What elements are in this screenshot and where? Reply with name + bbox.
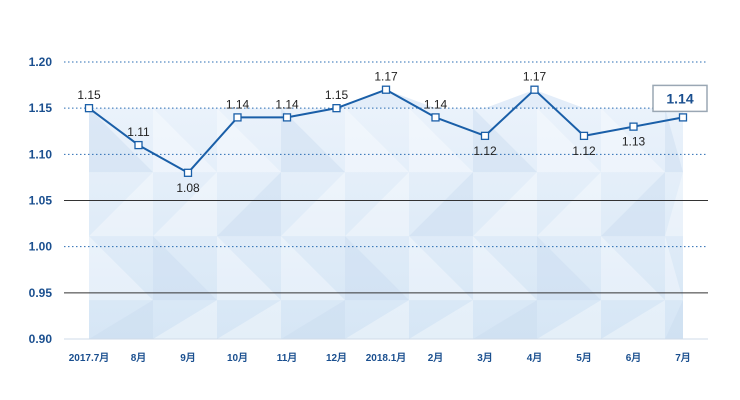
data-label: 1.17 xyxy=(374,70,398,84)
x-tick-label: 5月 xyxy=(576,352,592,364)
x-tick-label: 2月 xyxy=(428,352,444,364)
background-triangle xyxy=(537,172,601,237)
x-tick-label: 2018.1月 xyxy=(366,352,407,364)
data-point xyxy=(629,122,638,131)
data-point xyxy=(678,113,688,122)
data-label: 1.15 xyxy=(325,88,349,102)
background-triangle xyxy=(281,300,345,339)
y-tick-label: 1.10 xyxy=(29,147,53,161)
background-triangle xyxy=(345,300,409,339)
background-triangle xyxy=(281,172,345,237)
data-label: 1.11 xyxy=(127,125,150,139)
background-triangle xyxy=(473,300,537,339)
y-tick-label: 1.20 xyxy=(29,55,53,69)
background-triangle xyxy=(665,236,683,301)
background-triangle xyxy=(409,172,473,237)
gridlines xyxy=(64,61,708,340)
data-labels: 1.15 1.11 1.08 1.14 1.14 1.15 1.17 1.14 1.12 1.17… xyxy=(77,70,645,195)
x-tick-label: 10月 xyxy=(227,352,248,364)
x-tick-label: 2017.7月 xyxy=(69,352,110,364)
data-label: 1.13 xyxy=(622,135,646,149)
background-triangle xyxy=(153,300,217,339)
background-triangle xyxy=(217,108,281,173)
background-triangle xyxy=(217,172,281,237)
background-triangle xyxy=(153,236,217,301)
data-point xyxy=(84,104,94,113)
data-point xyxy=(233,113,242,122)
x-tick-label: 6月 xyxy=(626,352,642,364)
x-tick-label: 7月 xyxy=(675,352,691,364)
background-triangle xyxy=(345,236,409,301)
data-label: 1.12 xyxy=(473,144,497,158)
data-point xyxy=(530,85,539,94)
background-triangle xyxy=(281,236,345,301)
data-point xyxy=(579,131,589,141)
background-triangle xyxy=(473,236,537,301)
background-triangle xyxy=(281,108,345,173)
data-label: 1.17 xyxy=(523,70,547,84)
background-triangle xyxy=(601,172,665,237)
background-triangle xyxy=(217,236,281,301)
data-label: 1.08 xyxy=(176,181,200,195)
background-triangle xyxy=(217,300,281,339)
y-tick-label: 0.95 xyxy=(29,286,53,300)
last-value-box xyxy=(652,84,708,113)
y-tick-label: 1.15 xyxy=(29,101,53,115)
background-triangle xyxy=(153,108,217,173)
data-point xyxy=(381,85,391,94)
y-axis: 1.20 1.15 1.10 1.05 1.00 0.95 0.90 xyxy=(29,55,53,346)
background-triangle xyxy=(601,300,665,339)
last-value-text: 1.14 xyxy=(666,90,693,106)
background-triangle xyxy=(537,300,601,339)
data-points xyxy=(84,85,688,177)
background-triangle xyxy=(537,236,601,301)
x-tick-label: 9月 xyxy=(180,352,196,364)
data-point xyxy=(332,104,341,113)
background-triangle xyxy=(665,108,683,173)
background-triangle xyxy=(473,172,537,237)
data-point xyxy=(183,168,193,177)
data-label: 1.14 xyxy=(424,97,448,111)
background-triangle xyxy=(89,108,153,173)
y-tick-label: 1.05 xyxy=(29,194,53,208)
background-triangle xyxy=(89,236,153,301)
x-tick-label: 8月 xyxy=(131,352,147,364)
background-triangle xyxy=(537,108,601,173)
background-triangle xyxy=(409,236,473,301)
background-triangle xyxy=(345,172,409,237)
background-triangle xyxy=(89,300,153,339)
data-point xyxy=(134,140,143,150)
x-tick-label: 3月 xyxy=(477,352,493,364)
x-tick-label: 11月 xyxy=(277,352,298,364)
background-triangle xyxy=(665,172,683,237)
data-label: 1.12 xyxy=(572,144,596,158)
background-triangle xyxy=(409,108,473,173)
area-under-line xyxy=(89,89,683,109)
x-tick-label: 12月 xyxy=(326,352,347,364)
background-triangle xyxy=(601,236,665,301)
data-point xyxy=(431,113,440,122)
data-point xyxy=(282,113,292,122)
y-tick-label: 0.90 xyxy=(29,332,53,346)
background-triangle xyxy=(473,108,537,173)
data-label: 1.14 xyxy=(275,97,299,111)
background-triangle xyxy=(345,108,409,173)
background-triangle xyxy=(153,172,217,237)
data-point xyxy=(480,131,490,141)
last-value-badge: 1.14 xyxy=(652,84,708,113)
data-label: 1.15 xyxy=(77,88,101,102)
background-triangle xyxy=(409,300,473,339)
data-label: 1.14 xyxy=(226,97,250,111)
background-triangle xyxy=(665,300,683,339)
background-triangle xyxy=(601,108,665,173)
y-tick-label: 1.00 xyxy=(29,240,53,254)
background-band xyxy=(89,108,683,340)
x-tick-label: 4月 xyxy=(527,352,543,364)
x-axis: 2017.7月 8月 9月 10月 11月 12月 2018.1月 2月 3月 4月 5月 6月 7月 xyxy=(69,352,691,364)
background-pattern xyxy=(89,89,683,340)
background-triangle xyxy=(89,172,153,237)
